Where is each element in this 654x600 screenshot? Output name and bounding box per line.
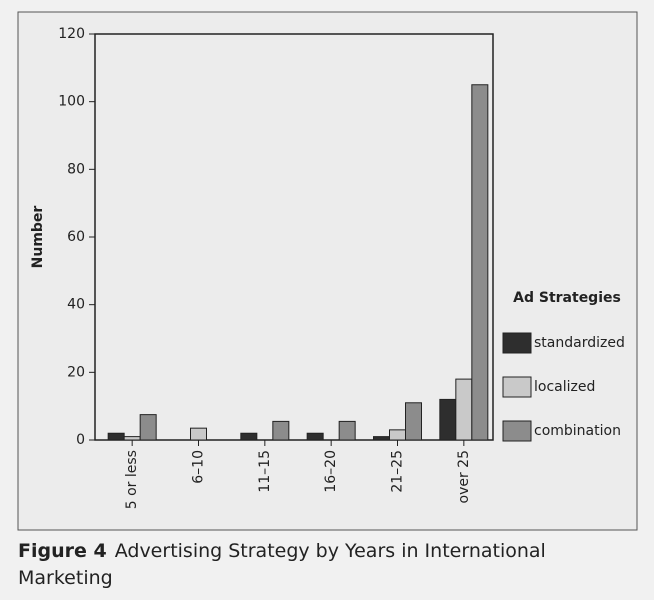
bar [123,436,141,441]
bar [139,414,157,441]
legend-swatch [502,420,532,442]
legend-swatch [502,376,532,398]
bar [439,398,457,441]
x-tick-label: 11–15 [257,450,273,493]
bar [240,432,258,441]
legend-label: localized [534,379,595,395]
x-tick-label: 6–10 [191,450,207,484]
bar [373,436,390,441]
bar [455,378,473,441]
figure-label: Figure 4 [18,540,107,562]
bar [405,402,422,441]
y-tick-label: 0 [76,432,85,448]
y-tick-label: 60 [67,229,85,245]
legend-label: standardized [534,335,625,351]
y-tick-label: 100 [58,94,85,110]
bar [272,420,290,441]
bar [306,432,324,441]
bar [190,427,207,441]
y-tick-label: 120 [58,26,85,42]
bar [107,432,125,441]
x-tick-label: over 25 [456,450,472,503]
bar [471,84,489,441]
legend-swatch [502,332,532,354]
figure-title: Advertising Strategy by Years in Interna… [18,540,546,589]
bar [389,429,406,441]
bar [338,420,356,441]
x-tick-label: 16–20 [323,450,339,493]
y-tick-label: 20 [67,364,85,380]
legend-title: Ad Strategies [513,290,621,306]
x-tick-label: 5 or less [124,450,140,509]
chart: Number Ad Strategies 0 20 40 60 80 100 120 5 or… [17,11,638,531]
y-axis-label: Number [30,206,46,269]
caption: Figure 4 Advertising Strategy by Years in… [18,538,618,592]
x-tick-label: 21–25 [390,450,406,493]
y-tick-label: 80 [67,161,85,177]
frame [17,11,638,531]
legend-label: combination [534,423,621,439]
y-tick-label: 40 [67,297,85,313]
